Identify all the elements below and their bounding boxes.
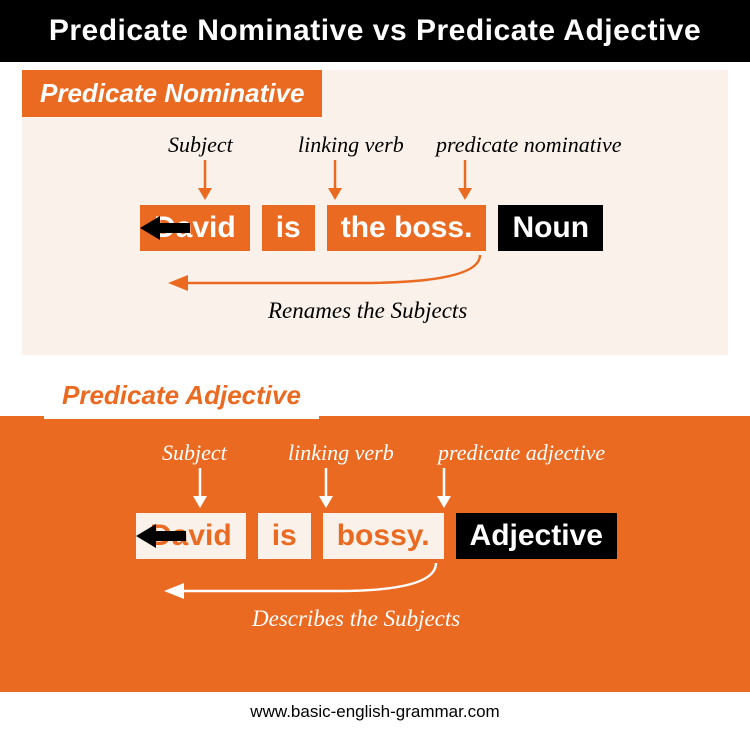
down-arrow-icon	[195, 160, 215, 202]
annot-subject-top: Subject	[168, 132, 233, 158]
down-arrow-icon	[434, 468, 454, 510]
down-arrow-icon	[455, 160, 475, 202]
caption-top: Renames the Subjects	[268, 298, 467, 324]
sentence-row-bottom: David is bossy. Adjective	[136, 513, 617, 559]
adjective-label: Adjective	[456, 513, 617, 559]
word-bossy-bottom: bossy.	[323, 513, 444, 559]
left-arrow-icon	[140, 213, 190, 243]
tab-predicate-nominative: Predicate Nominative	[22, 70, 322, 117]
footer-url: www.basic-english-grammar.com	[0, 702, 750, 722]
annot-predicate-top: predicate nominative	[436, 132, 622, 158]
annot-linking-verb-bottom: linking verb	[288, 440, 394, 466]
infographic-container: Predicate Nominative vs Predicate Adject…	[0, 0, 750, 732]
caption-bottom: Describes the Subjects	[252, 606, 460, 632]
header-title: Predicate Nominative vs Predicate Adject…	[49, 14, 701, 47]
word-is-top: is	[262, 205, 315, 251]
tab-label-top: Predicate Nominative	[40, 78, 304, 108]
down-arrow-icon	[325, 160, 345, 202]
header-bar: Predicate Nominative vs Predicate Adject…	[0, 0, 750, 62]
annot-predicate-bottom: predicate adjective	[438, 440, 605, 466]
left-arrow-icon	[136, 521, 186, 551]
tab-label-bottom: Predicate Adjective	[62, 380, 301, 410]
word-theboss-top: the boss.	[327, 205, 487, 251]
down-arrow-icon	[316, 468, 336, 510]
noun-label: Noun	[498, 205, 603, 251]
sentence-row-top: David is the boss. Noun	[140, 205, 603, 251]
annot-subject-bottom: Subject	[162, 440, 227, 466]
tab-predicate-adjective: Predicate Adjective	[44, 372, 319, 419]
word-is-bottom: is	[258, 513, 311, 559]
annot-linking-verb-top: linking verb	[298, 132, 404, 158]
down-arrow-icon	[190, 468, 210, 510]
